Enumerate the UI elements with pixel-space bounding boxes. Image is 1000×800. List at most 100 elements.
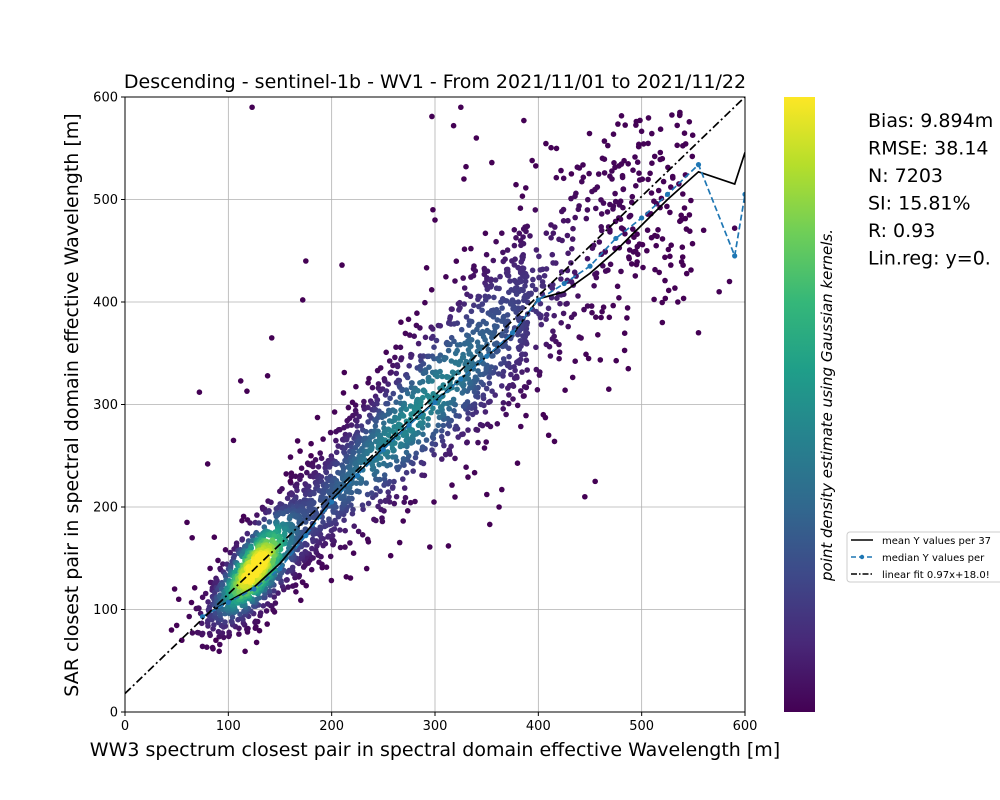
density-point [369, 384, 376, 391]
density-point [523, 228, 529, 235]
density-point [500, 249, 506, 256]
density-point [443, 274, 449, 280]
density-point [497, 273, 503, 280]
density-point [558, 269, 565, 275]
outlier-point [196, 389, 203, 396]
density-point [375, 381, 382, 387]
density-point [298, 465, 305, 472]
density-point [686, 212, 693, 218]
density-point [593, 205, 599, 212]
density-point [689, 240, 696, 247]
stats-block: Bias: 9.894m RMSE: 38.14 N: 7203 SI: 15.81%… [868, 110, 993, 270]
density-point [558, 276, 564, 282]
density-point [486, 374, 493, 381]
density-point [500, 356, 507, 362]
density-point [365, 404, 371, 411]
density-point [620, 186, 626, 193]
density-point [669, 173, 676, 180]
density-point [439, 438, 446, 444]
density-point [406, 363, 413, 369]
density-point [548, 235, 554, 241]
density-point [529, 267, 536, 274]
density-point [337, 544, 344, 551]
density-point [356, 413, 363, 420]
density-point [463, 367, 470, 373]
density-point [560, 175, 567, 182]
density-point [513, 235, 519, 241]
density-point [550, 230, 557, 236]
density-point [239, 602, 245, 609]
density-point [281, 532, 288, 538]
density-point [318, 474, 325, 480]
density-point [460, 275, 467, 281]
outlier-point [299, 297, 306, 303]
density-point [440, 422, 447, 429]
density-point [299, 579, 306, 585]
median-marker [664, 191, 671, 197]
density-point [517, 338, 524, 344]
density-point [676, 112, 683, 119]
density-point [475, 343, 482, 350]
density-point [553, 145, 560, 152]
density-point [310, 463, 316, 470]
density-point [622, 231, 628, 237]
density-point [222, 547, 229, 553]
density-point [363, 565, 370, 572]
density-point [478, 379, 485, 386]
density-point [568, 260, 574, 266]
density-point [508, 371, 514, 378]
density-point [420, 361, 427, 367]
density-point [513, 291, 520, 298]
density-point [394, 363, 401, 370]
density-point [318, 455, 325, 462]
density-point [386, 494, 392, 500]
density-point [591, 283, 597, 289]
density-point [377, 488, 383, 495]
density-point [448, 443, 454, 450]
density-point [412, 498, 418, 505]
density-point [436, 358, 443, 364]
density-point [215, 628, 222, 635]
y-tick-label: 600 [93, 91, 118, 106]
density-point [433, 428, 439, 434]
density-point [598, 211, 605, 217]
density-point [429, 378, 435, 384]
density-point [584, 207, 591, 213]
outlier-point [529, 157, 535, 164]
density-point [664, 203, 670, 210]
density-point [387, 395, 393, 402]
density-point [507, 278, 513, 284]
density-point [323, 469, 330, 476]
density-point [417, 325, 423, 331]
density-point [616, 202, 623, 208]
density-point [630, 167, 636, 173]
density-point [388, 369, 395, 376]
density-point [360, 506, 366, 513]
density-point [433, 337, 440, 344]
density-point [585, 355, 592, 362]
x-tick-label: 400 [526, 719, 551, 734]
density-point [672, 285, 678, 291]
median-marker [406, 422, 412, 428]
density-point [434, 373, 441, 380]
density-point [686, 119, 693, 125]
density-point [645, 115, 652, 121]
density-point [217, 641, 223, 648]
density-point [363, 428, 369, 435]
density-point [498, 299, 504, 305]
x-axis-label: WW3 spectrum closest pair in spectral do… [90, 739, 780, 761]
density-point [404, 390, 411, 397]
density-point [612, 198, 619, 205]
density-point [415, 439, 422, 445]
density-point [626, 254, 632, 260]
density-point [348, 422, 355, 428]
density-point [469, 411, 476, 418]
density-point [428, 287, 435, 293]
density-point [533, 344, 539, 351]
y-axis-label: SAR closest pair in spectral domain effe… [61, 113, 83, 696]
density-point [516, 230, 523, 237]
density-point [514, 359, 520, 366]
density-point [226, 629, 232, 636]
density-point [408, 354, 414, 361]
density-point [583, 351, 589, 358]
